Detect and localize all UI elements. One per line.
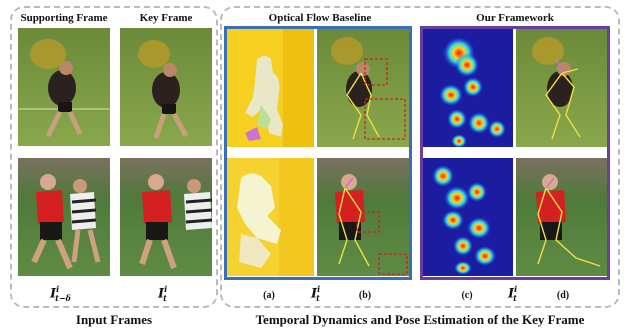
framework-symbol: Iit — [508, 284, 518, 303]
optical-flow-map-running — [227, 158, 314, 276]
label-c: (c) — [461, 290, 473, 301]
header-optical-flow-baseline: Optical Flow Baseline — [268, 12, 372, 24]
optical-flow-map-rugby — [227, 29, 314, 147]
supporting-frame-symbol: Iit−δ — [50, 284, 71, 303]
temporal-dynamics-group — [220, 6, 620, 308]
label-b: (b) — [358, 290, 372, 301]
optical-flow-pose-rugby — [317, 29, 409, 147]
heatmap-running — [423, 158, 513, 276]
framework-pose-running — [516, 158, 607, 276]
key-frame-running-image — [120, 158, 212, 276]
supporting-frame-running-image — [18, 158, 110, 276]
caption-temporal-dynamics: Temporal Dynamics and Pose Estimation of… — [255, 312, 585, 327]
label-a: (a) — [263, 290, 275, 301]
our-framework-frame-border — [420, 26, 610, 280]
optical-flow-frame-border — [224, 26, 412, 280]
header-our-framework: Our Framework — [476, 12, 554, 24]
input-frames-group — [10, 6, 218, 308]
framework-pose-rugby — [516, 29, 607, 147]
supporting-frame-rugby-image — [18, 28, 110, 146]
label-d: (d) — [556, 290, 570, 301]
key-frame-symbol: Iit — [158, 284, 168, 303]
header-supporting-frame: Supporting Frame — [20, 12, 108, 24]
heatmap-rugby — [423, 29, 513, 147]
key-frame-rugby-image — [120, 28, 212, 146]
optical-flow-pose-running — [317, 158, 409, 276]
header-key-frame: Key Frame — [139, 12, 193, 24]
caption-input-frames: Input Frames — [75, 312, 153, 327]
optical-flow-symbol: Iit — [311, 284, 321, 303]
